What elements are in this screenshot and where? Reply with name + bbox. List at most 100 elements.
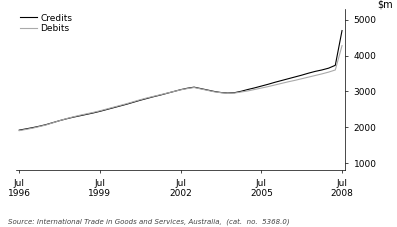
Credits xyxy=(158,94,163,96)
Debits xyxy=(172,90,176,93)
Credits xyxy=(272,81,277,84)
Credits xyxy=(185,87,190,90)
Credits xyxy=(198,87,203,90)
Debits xyxy=(158,93,163,96)
Debits xyxy=(77,114,82,117)
Credits xyxy=(333,64,338,67)
Debits xyxy=(118,104,123,107)
Debits xyxy=(286,80,291,83)
Debits xyxy=(151,95,156,98)
Credits xyxy=(239,90,243,93)
Debits xyxy=(185,87,190,90)
Credits xyxy=(178,88,183,91)
Credits xyxy=(279,79,284,82)
Credits xyxy=(84,113,89,116)
Credits xyxy=(306,72,311,74)
Credits xyxy=(98,110,102,113)
Credits xyxy=(245,88,250,91)
Credits xyxy=(50,121,55,124)
Debits xyxy=(299,77,304,80)
Text: Source: International Trade in Goods and Services, Australia,  (cat.  no.  5368.: Source: International Trade in Goods and… xyxy=(8,218,289,225)
Credits xyxy=(111,106,116,109)
Debits xyxy=(219,91,224,94)
Debits xyxy=(306,76,311,79)
Credits xyxy=(252,86,257,89)
Credits xyxy=(232,91,237,94)
Debits xyxy=(225,92,230,95)
Debits xyxy=(212,90,217,93)
Credits xyxy=(225,92,230,94)
Credits xyxy=(259,85,264,87)
Debits xyxy=(37,125,42,128)
Debits xyxy=(259,87,264,89)
Credits xyxy=(205,89,210,91)
Debits xyxy=(205,89,210,92)
Debits xyxy=(30,127,35,130)
Credits xyxy=(124,103,129,106)
Credits xyxy=(131,101,136,104)
Debits xyxy=(178,89,183,91)
Credits xyxy=(192,86,197,89)
Debits xyxy=(44,123,48,126)
Debits xyxy=(279,82,284,85)
Debits xyxy=(192,86,197,89)
Credits xyxy=(57,119,62,122)
Debits xyxy=(64,117,69,120)
Debits xyxy=(111,106,116,109)
Debits xyxy=(23,128,28,131)
Debits xyxy=(313,74,318,77)
Debits xyxy=(198,88,203,90)
Credits xyxy=(165,92,170,95)
Debits xyxy=(145,96,149,99)
Debits xyxy=(340,44,345,47)
Line: Debits: Debits xyxy=(19,46,342,131)
Credits xyxy=(145,97,149,100)
Debits xyxy=(165,92,170,94)
Credits xyxy=(138,99,143,102)
Credits xyxy=(71,116,75,118)
Debits xyxy=(91,111,96,114)
Credits xyxy=(151,95,156,98)
Credits xyxy=(30,126,35,129)
Credits xyxy=(286,77,291,80)
Credits xyxy=(44,123,48,126)
Debits xyxy=(98,109,102,112)
Y-axis label: $m: $m xyxy=(377,0,393,9)
Credits xyxy=(212,90,217,93)
Credits xyxy=(64,118,69,120)
Credits xyxy=(313,70,318,73)
Debits xyxy=(266,85,270,88)
Debits xyxy=(131,100,136,103)
Debits xyxy=(50,121,55,124)
Debits xyxy=(293,79,297,82)
Debits xyxy=(71,116,75,118)
Debits xyxy=(104,108,109,110)
Line: Credits: Credits xyxy=(19,31,342,130)
Credits xyxy=(266,83,270,86)
Credits xyxy=(172,90,176,93)
Credits xyxy=(23,128,28,130)
Credits xyxy=(104,108,109,111)
Credits xyxy=(219,91,224,94)
Debits xyxy=(138,98,143,101)
Credits xyxy=(320,69,324,71)
Credits xyxy=(293,76,297,78)
Credits xyxy=(326,67,331,69)
Credits xyxy=(118,105,123,107)
Debits xyxy=(232,92,237,94)
Debits xyxy=(320,73,324,75)
Credits xyxy=(340,29,345,32)
Credits xyxy=(299,74,304,76)
Debits xyxy=(239,91,243,93)
Debits xyxy=(252,88,257,91)
Credits xyxy=(77,114,82,117)
Credits xyxy=(17,129,21,131)
Credits xyxy=(37,125,42,128)
Debits xyxy=(272,84,277,86)
Credits xyxy=(91,112,96,114)
Debits xyxy=(57,119,62,122)
Debits xyxy=(245,90,250,92)
Debits xyxy=(326,71,331,74)
Debits xyxy=(124,102,129,105)
Debits xyxy=(333,69,338,71)
